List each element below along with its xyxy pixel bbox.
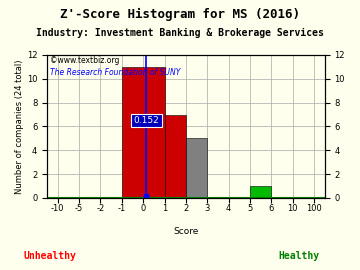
- Y-axis label: Number of companies (24 total): Number of companies (24 total): [15, 59, 24, 194]
- Text: Industry: Investment Banking & Brokerage Services: Industry: Investment Banking & Brokerage…: [36, 28, 324, 38]
- Text: 0.152: 0.152: [134, 116, 159, 125]
- Bar: [186, 138, 207, 198]
- Text: The Research Foundation of SUNY: The Research Foundation of SUNY: [50, 68, 180, 77]
- Bar: [250, 186, 271, 198]
- Bar: [122, 67, 165, 198]
- Text: ©www.textbiz.org: ©www.textbiz.org: [50, 56, 119, 65]
- X-axis label: Score: Score: [173, 227, 199, 236]
- Text: Unhealthy: Unhealthy: [24, 251, 77, 261]
- Bar: [165, 114, 186, 198]
- Text: Healthy: Healthy: [278, 251, 319, 261]
- Text: Z'-Score Histogram for MS (2016): Z'-Score Histogram for MS (2016): [60, 8, 300, 21]
